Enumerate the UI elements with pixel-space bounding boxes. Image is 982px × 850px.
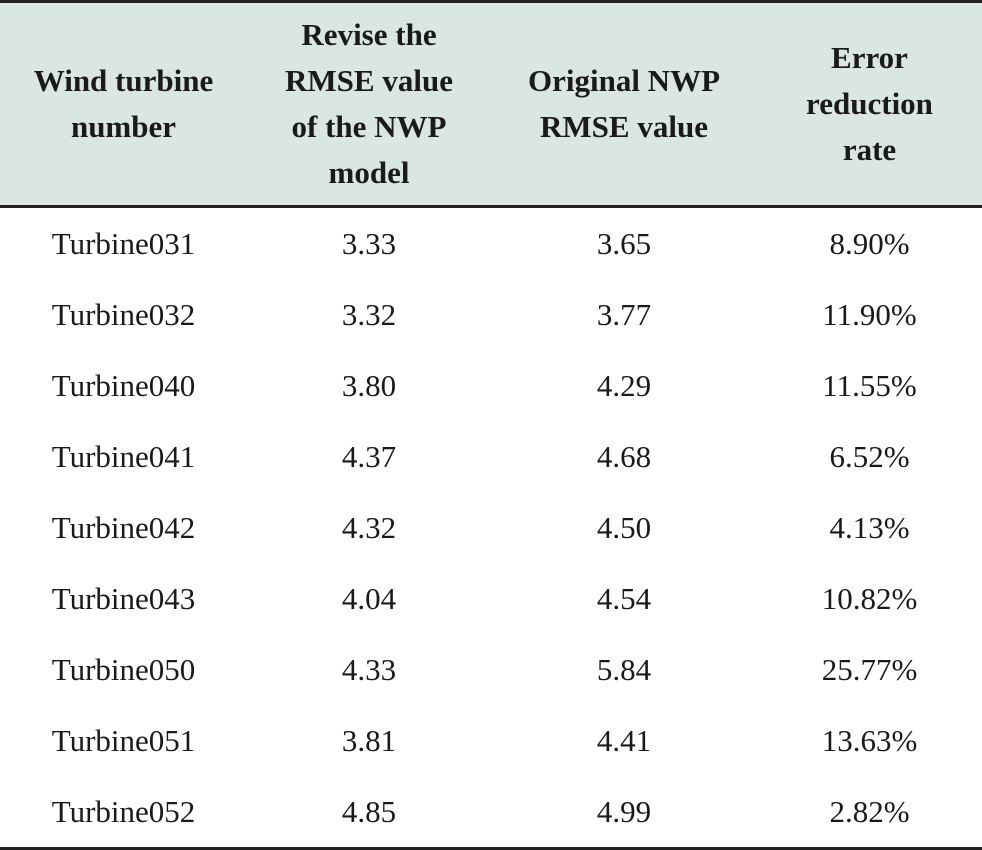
- cell-revised-rmse: 3.81: [341, 722, 397, 758]
- cell-revised-rmse: 3.32: [341, 296, 397, 332]
- cell-revised-rmse: 4.32: [341, 509, 397, 545]
- header-turbine-number: Wind turbine number: [0, 0, 247, 208]
- cell-original-rmse: 3.77: [596, 296, 652, 332]
- cell-original-rmse: 5.84: [596, 651, 652, 687]
- cell-revised-rmse: 4.85: [247, 776, 491, 850]
- cell-original-rmse: 4.29: [596, 367, 652, 403]
- cell-error-reduction-rate: 10.82%: [821, 580, 918, 616]
- cell-original-rmse: 4.50: [596, 509, 652, 545]
- cell-original-rmse: 4.99: [491, 776, 757, 850]
- cell-revised-rmse: 4.33: [341, 651, 397, 687]
- table-row: Turbine032 3.32 3.77 11.90%: [0, 279, 982, 350]
- cell-revised-rmse: 4.04: [341, 580, 397, 616]
- cell-error-reduction-rate: 4.13%: [829, 509, 910, 545]
- table-row: Turbine041 4.37 4.68 6.52%: [0, 421, 982, 492]
- cell-turbine-number: Turbine041: [51, 438, 196, 474]
- cell-turbine-number: Turbine042: [51, 509, 196, 545]
- cell-error-reduction-rate: 11.55%: [822, 367, 917, 403]
- table-row: Turbine051 3.81 4.41 13.63%: [0, 705, 982, 776]
- cell-revised-rmse: 4.37: [341, 438, 397, 474]
- cell-turbine-number: Turbine051: [51, 722, 196, 758]
- cell-error-reduction-rate: 8.90%: [829, 225, 910, 261]
- cell-revised-rmse: 3.33: [341, 225, 397, 261]
- table-body: Turbine031 3.33 3.65 8.90% Turbine032 3.…: [0, 207, 982, 850]
- table-row: Turbine050 4.33 5.84 25.77%: [0, 634, 982, 705]
- cell-turbine-number: Turbine043: [51, 580, 196, 616]
- table-row: Turbine040 3.80 4.29 11.55%: [0, 350, 982, 421]
- header-original-rmse: Original NWP RMSE value: [491, 0, 757, 208]
- cell-turbine-number: Turbine032: [51, 296, 196, 332]
- cell-turbine-number: Turbine052: [0, 776, 247, 850]
- cell-error-reduction-rate: 2.82%: [757, 776, 982, 850]
- header-error-reduction-rate: Error reduction rate: [757, 0, 982, 208]
- cell-turbine-number: Turbine040: [51, 367, 196, 403]
- cell-error-reduction-rate: 6.52%: [829, 438, 910, 474]
- cell-error-reduction-rate: 13.63%: [821, 722, 918, 758]
- cell-error-reduction-rate: 25.77%: [821, 651, 918, 687]
- cell-original-rmse: 4.41: [596, 722, 652, 758]
- cell-original-rmse: 4.68: [596, 438, 652, 474]
- table-header: Wind turbine number Revise the RMSE valu…: [0, 0, 982, 208]
- cell-original-rmse: 3.65: [596, 225, 652, 261]
- cell-original-rmse: 4.54: [596, 580, 652, 616]
- header-row: Wind turbine number Revise the RMSE valu…: [0, 0, 982, 208]
- cell-revised-rmse: 3.80: [341, 367, 397, 403]
- table-row: Turbine052 4.85 4.99 2.82%: [0, 776, 982, 850]
- table-row: Turbine043 4.04 4.54 10.82%: [0, 563, 982, 634]
- cell-error-reduction-rate: 11.90%: [822, 296, 917, 332]
- table-row: Turbine031 3.33 3.65 8.90%: [0, 207, 982, 280]
- cell-turbine-number: Turbine031: [51, 225, 196, 261]
- cell-turbine-number: Turbine050: [51, 651, 196, 687]
- table-row: Turbine042 4.32 4.50 4.13%: [0, 492, 982, 563]
- header-revised-rmse: Revise the RMSE value of the NWP model: [247, 0, 491, 208]
